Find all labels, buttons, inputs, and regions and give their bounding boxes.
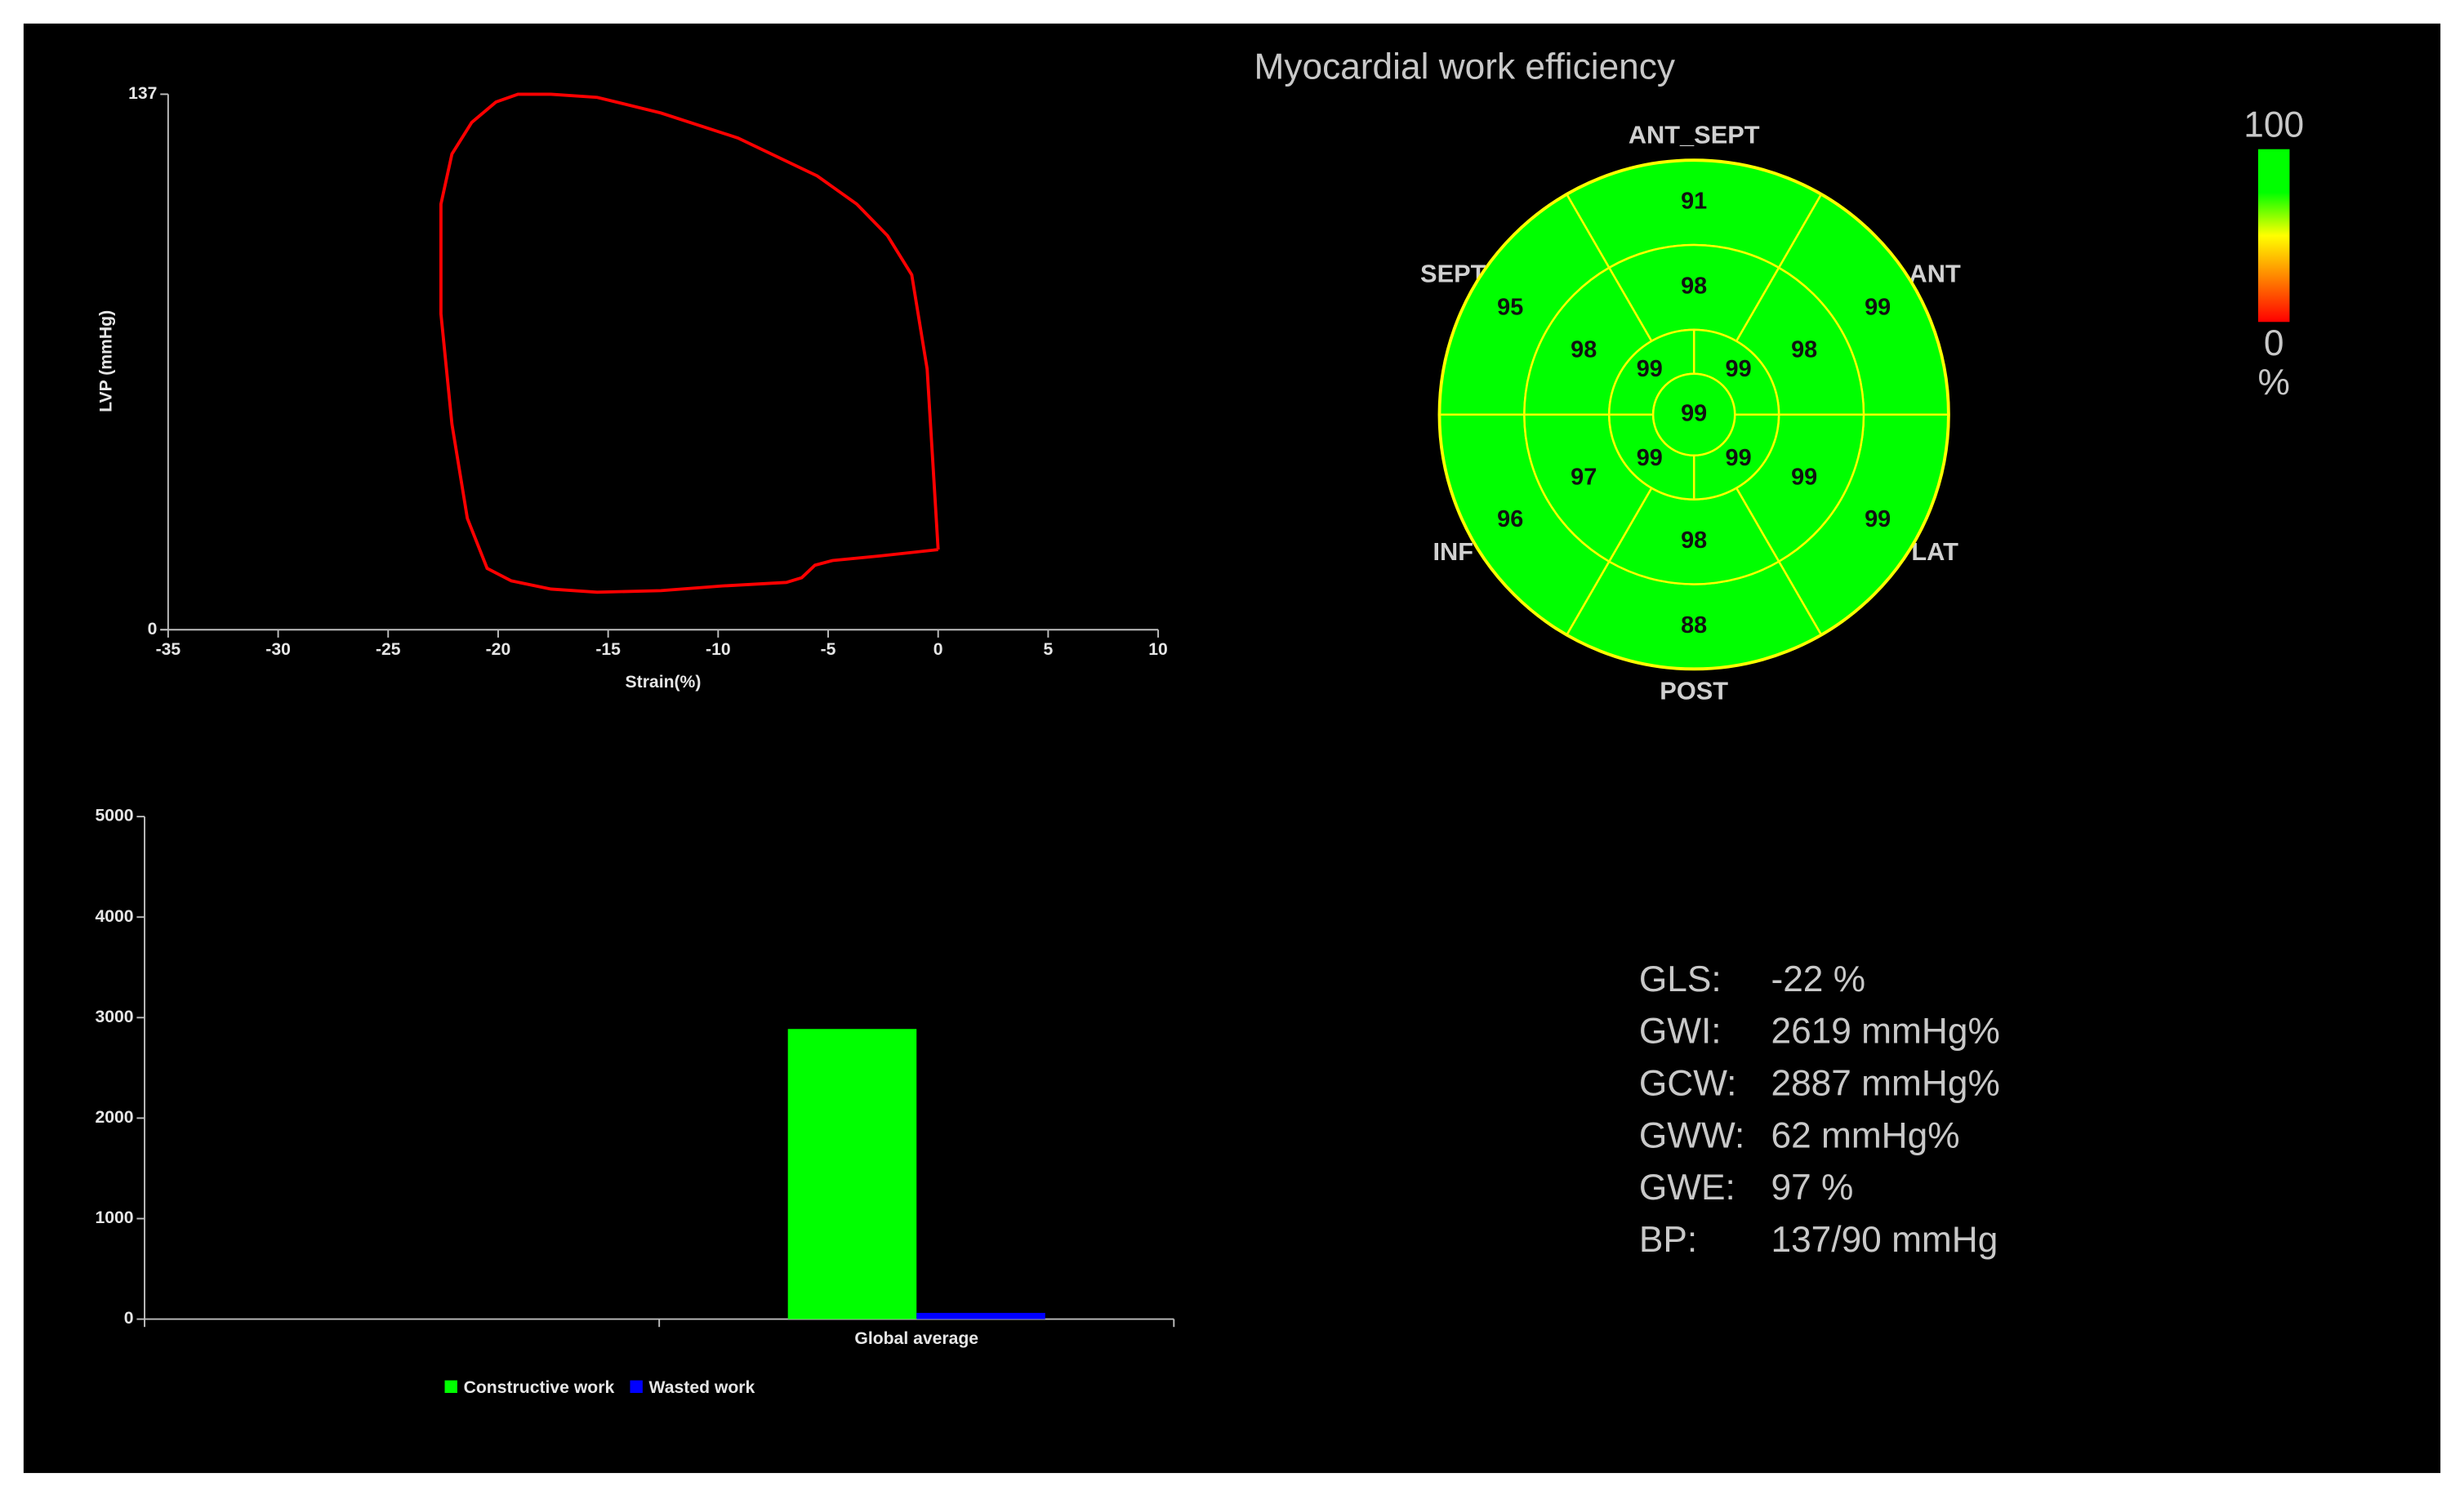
stat-label: GWE: bbox=[1639, 1168, 1735, 1208]
y-axis-label: LVP (mmHg) bbox=[96, 310, 115, 412]
stat-label: GLS: bbox=[1639, 959, 1722, 999]
segment bbox=[1651, 372, 1736, 457]
segment-value: 99 bbox=[1681, 400, 1707, 426]
segment-value: 91 bbox=[1681, 189, 1707, 215]
direction-label: LAT bbox=[1911, 537, 1958, 566]
stat-value: 2887 mmHg% bbox=[1771, 1063, 1999, 1103]
bar bbox=[916, 1312, 1045, 1319]
stat-value: 137/90 mmHg bbox=[1771, 1220, 1998, 1260]
segment-value: 96 bbox=[1497, 506, 1523, 532]
colorbar-label: 0 bbox=[2264, 323, 2284, 363]
colorbar-unit: % bbox=[2258, 363, 2290, 403]
segment-value: 99 bbox=[1865, 506, 1891, 532]
y-tick-label: 137 bbox=[128, 84, 157, 103]
bullseye-title: Myocardial work efficiency bbox=[1254, 47, 1675, 87]
x-tick-label: 5 bbox=[1043, 640, 1053, 659]
direction-label: ANT_SEPT bbox=[1629, 120, 1760, 149]
direction-label: ANT bbox=[1909, 260, 1961, 288]
x-tick-label: -15 bbox=[595, 640, 621, 659]
y-tick-label: 0 bbox=[124, 1309, 134, 1328]
legend-label: Constructive work bbox=[464, 1378, 615, 1397]
segment-value: 99 bbox=[1865, 295, 1891, 321]
x-tick-label: -30 bbox=[265, 640, 291, 659]
stat-value: 97 % bbox=[1771, 1168, 1853, 1208]
legend-swatch bbox=[630, 1380, 643, 1393]
segment-value: 99 bbox=[1791, 464, 1817, 490]
y-tick-label: 4000 bbox=[95, 907, 133, 926]
direction-label: INF bbox=[1433, 537, 1473, 566]
x-tick-label: 10 bbox=[1148, 640, 1168, 659]
stat-value: 62 mmHg% bbox=[1771, 1115, 1959, 1155]
x-axis-label: Strain(%) bbox=[626, 673, 702, 692]
segment-value: 98 bbox=[1681, 527, 1707, 554]
y-tick-label: 2000 bbox=[95, 1108, 133, 1127]
segment-value: 98 bbox=[1681, 274, 1707, 300]
segment-value: 98 bbox=[1571, 336, 1597, 363]
stat-label: GWI: bbox=[1639, 1012, 1722, 1052]
segment-value: 99 bbox=[1637, 356, 1663, 382]
colorbar-label: 100 bbox=[2243, 105, 2304, 145]
y-tick-label: 5000 bbox=[95, 807, 133, 825]
loop-line bbox=[439, 92, 940, 594]
y-tick-label: 3000 bbox=[95, 1008, 133, 1026]
bullseye-outline bbox=[1437, 158, 1950, 671]
bar bbox=[787, 1029, 917, 1319]
x-tick-label: -10 bbox=[706, 640, 731, 659]
x-tick-label: -25 bbox=[376, 640, 401, 659]
x-tick-label: -5 bbox=[821, 640, 836, 659]
stat-label: BP: bbox=[1639, 1220, 1697, 1260]
colorbar bbox=[2257, 149, 2290, 323]
legend-label: Wasted work bbox=[649, 1378, 755, 1397]
y-tick-label: 0 bbox=[148, 620, 158, 638]
segment-value: 88 bbox=[1681, 612, 1707, 638]
stat-label: GWW: bbox=[1639, 1115, 1744, 1155]
segment-value: 99 bbox=[1637, 445, 1663, 471]
segment-value: 95 bbox=[1497, 295, 1523, 321]
segment-value: 99 bbox=[1726, 445, 1752, 471]
segment-value: 98 bbox=[1791, 336, 1817, 363]
stat-value: 2619 mmHg% bbox=[1771, 1012, 1999, 1052]
direction-label: POST bbox=[1660, 676, 1728, 705]
x-tick-label: -35 bbox=[156, 640, 181, 659]
x-tick-label: -20 bbox=[486, 640, 511, 659]
stat-label: GCW: bbox=[1639, 1063, 1737, 1103]
stat-value: -22 % bbox=[1771, 959, 1865, 999]
legend-swatch bbox=[444, 1380, 457, 1393]
segment-value: 99 bbox=[1726, 356, 1752, 382]
y-tick-label: 1000 bbox=[95, 1208, 133, 1227]
x-tick-label: 0 bbox=[933, 640, 943, 659]
segment-value: 97 bbox=[1571, 464, 1597, 490]
x-tick-label: Global average bbox=[854, 1329, 978, 1348]
panel bbox=[23, 23, 2441, 1474]
